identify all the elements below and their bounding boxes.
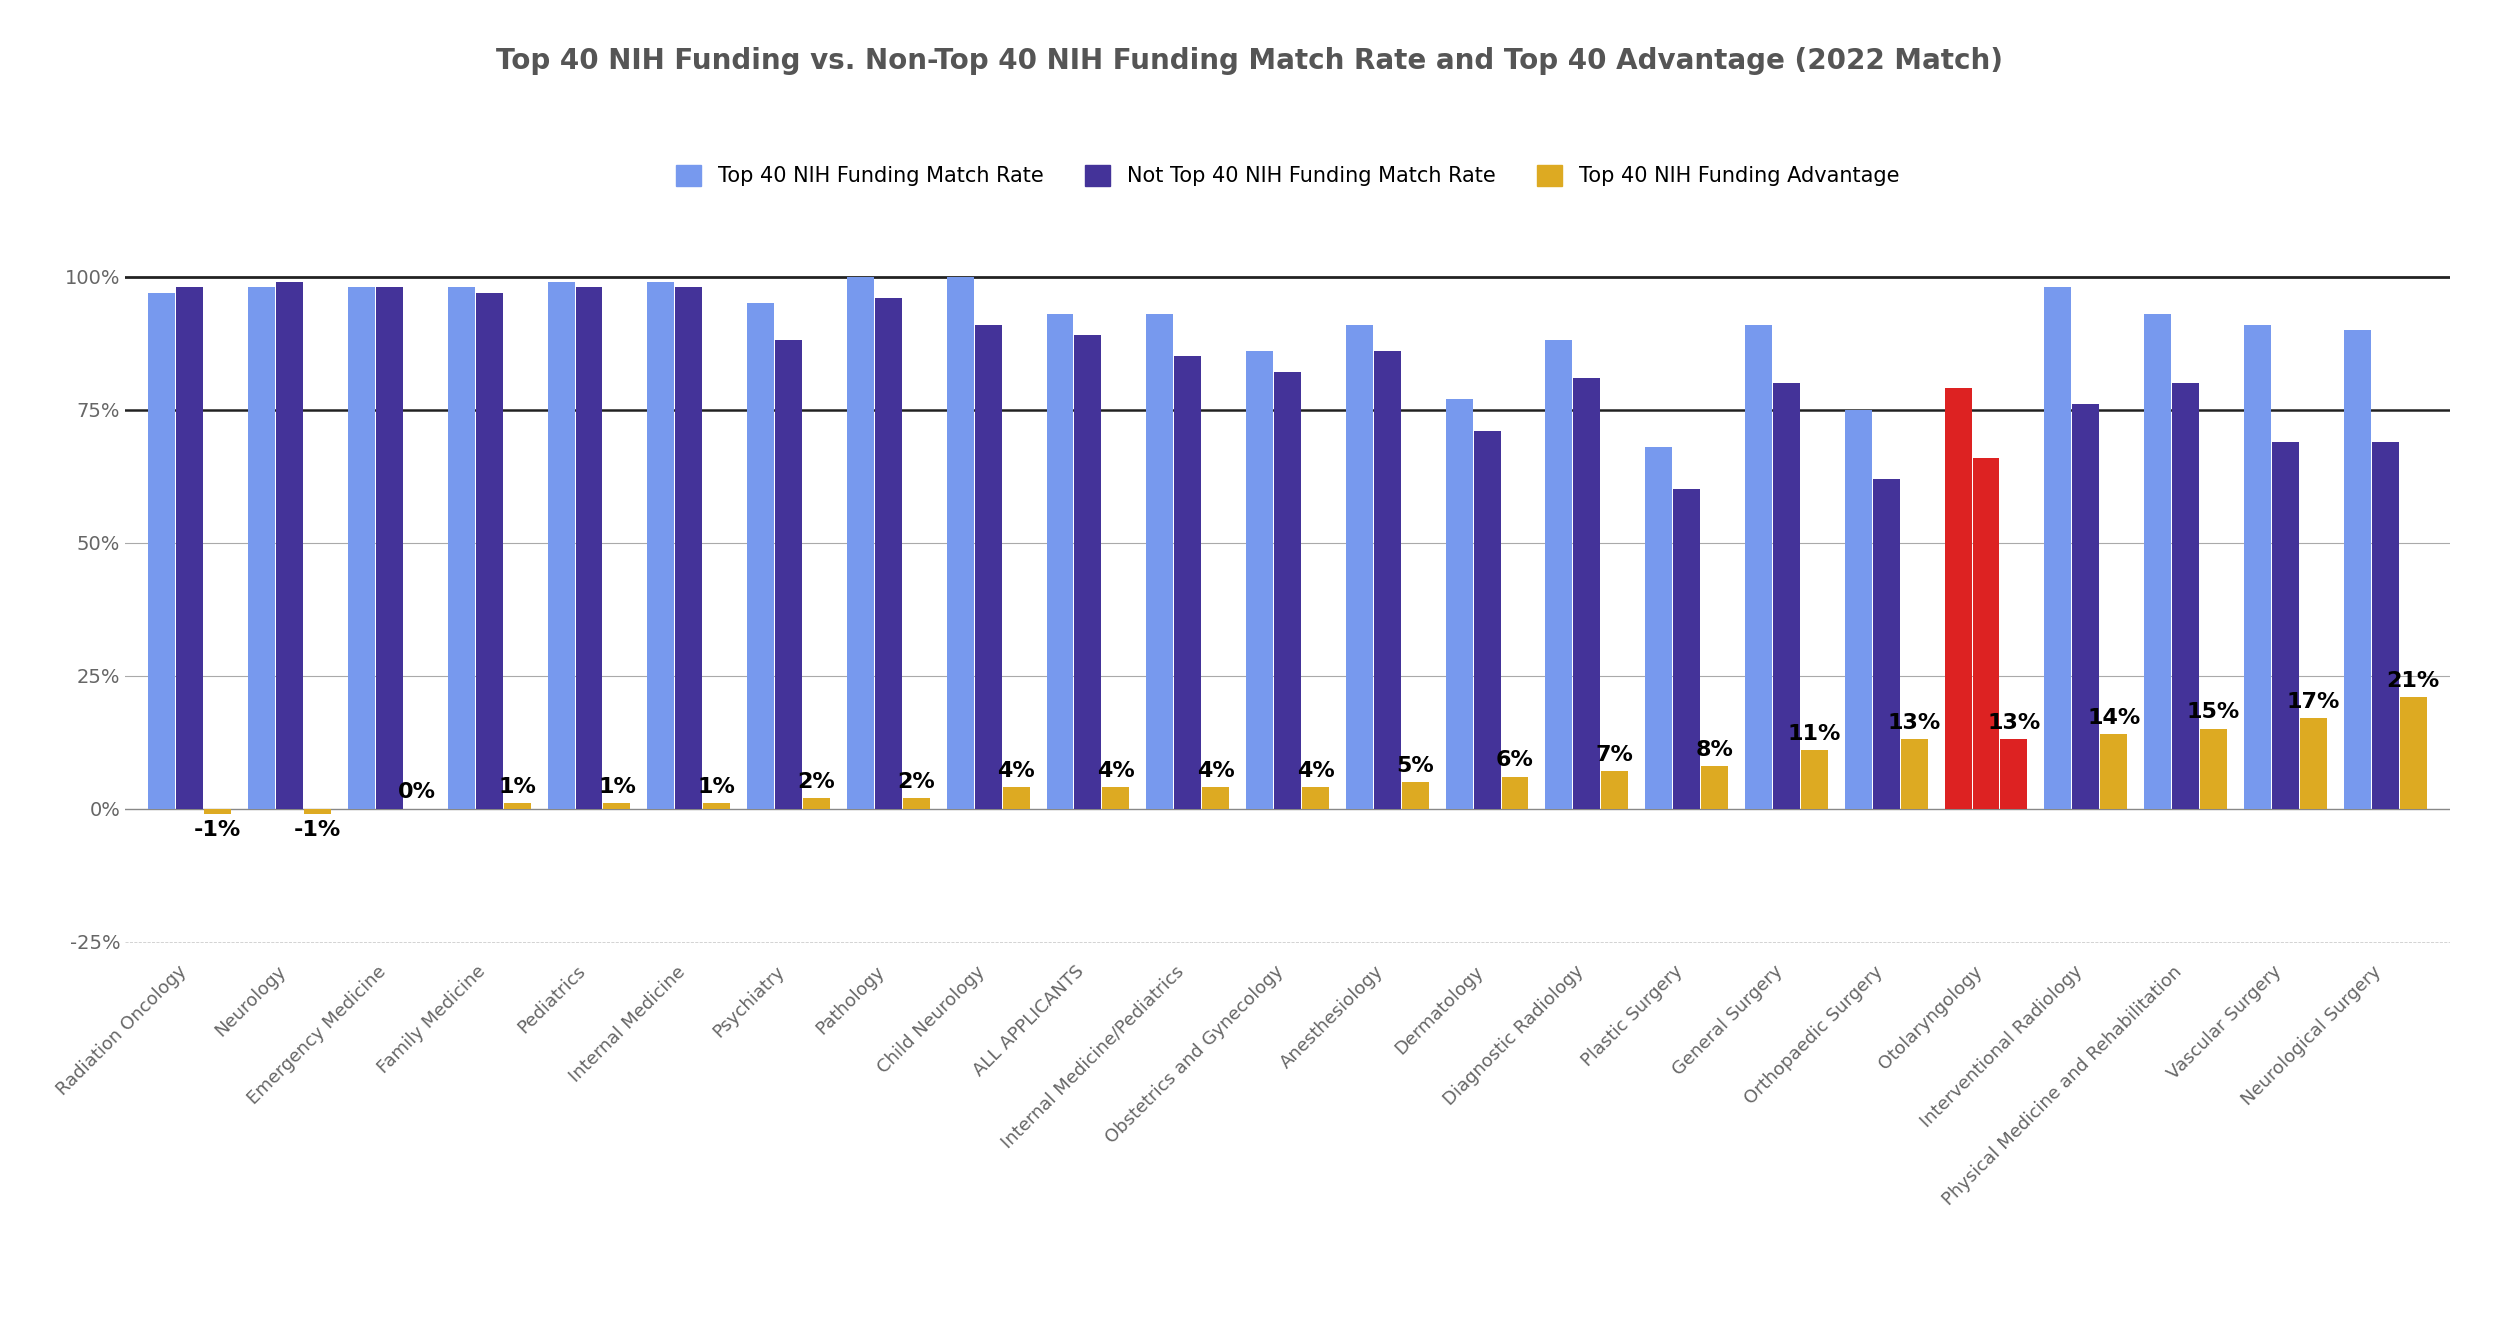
Bar [802, 798, 830, 809]
Bar [1148, 314, 1172, 809]
Bar [2200, 729, 2228, 809]
Text: 17%: 17% [2288, 692, 2340, 712]
Bar [1445, 399, 1472, 809]
Bar [1102, 787, 1130, 809]
Bar [1275, 372, 1300, 809]
Bar [1302, 787, 1330, 809]
Bar [875, 298, 902, 809]
Bar [1900, 739, 1928, 809]
Bar [1700, 766, 1728, 809]
Text: 14%: 14% [2088, 708, 2140, 728]
Bar [1175, 356, 1200, 809]
Bar [1872, 479, 1900, 809]
Text: 4%: 4% [1198, 761, 1235, 781]
Bar [1075, 335, 1102, 809]
Bar [305, 809, 330, 814]
Bar [775, 340, 802, 809]
Bar [1972, 458, 2000, 809]
Bar [1845, 410, 1872, 809]
Bar [2372, 442, 2398, 809]
Text: 15%: 15% [2188, 702, 2240, 722]
Bar [475, 293, 502, 809]
Bar [1048, 314, 1072, 809]
Text: 13%: 13% [1888, 713, 1940, 733]
Bar [1602, 771, 1628, 809]
Text: 2%: 2% [898, 771, 935, 791]
Bar [148, 293, 175, 809]
Bar [2000, 739, 2028, 809]
Text: 1%: 1% [598, 777, 635, 797]
Bar [2272, 442, 2300, 809]
Bar [1345, 325, 1372, 809]
Bar [1003, 787, 1030, 809]
Bar [602, 803, 630, 809]
Bar [2245, 325, 2270, 809]
Bar [1545, 340, 1572, 809]
Bar [848, 277, 875, 809]
Bar [648, 282, 675, 809]
Bar [248, 287, 275, 809]
Bar [2172, 383, 2200, 809]
Bar [375, 287, 402, 809]
Bar [2342, 330, 2370, 809]
Bar [902, 798, 930, 809]
Bar [703, 803, 730, 809]
Bar [1800, 750, 1828, 809]
Legend: Top 40 NIH Funding Match Rate, Not Top 40 NIH Funding Match Rate, Top 40 NIH Fun: Top 40 NIH Funding Match Rate, Not Top 4… [668, 157, 1908, 194]
Bar [2400, 697, 2428, 809]
Bar [2100, 734, 2128, 809]
Bar [748, 303, 775, 809]
Bar [1202, 787, 1230, 809]
Text: 5%: 5% [1398, 755, 1435, 775]
Text: 11%: 11% [1788, 724, 1840, 743]
Bar [1645, 447, 1672, 809]
Bar [275, 282, 302, 809]
Bar [177, 287, 202, 809]
Text: 1%: 1% [498, 777, 535, 797]
Text: 2%: 2% [798, 771, 835, 791]
Bar [2300, 718, 2328, 809]
Bar [2072, 404, 2100, 809]
Bar [1945, 388, 1972, 809]
Text: Top 40 NIH Funding vs. Non-Top 40 NIH Funding Match Rate and Top 40 Advantage (2: Top 40 NIH Funding vs. Non-Top 40 NIH Fu… [498, 47, 2003, 74]
Bar [1572, 378, 1600, 809]
Text: 4%: 4% [1298, 761, 1335, 781]
Text: 7%: 7% [1595, 745, 1632, 765]
Bar [1672, 489, 1700, 809]
Text: 1%: 1% [698, 777, 735, 797]
Bar [975, 325, 1002, 809]
Text: 8%: 8% [1695, 739, 1732, 759]
Bar [1472, 431, 1500, 809]
Text: 6%: 6% [1495, 750, 1535, 770]
Bar [548, 282, 575, 809]
Bar [1375, 351, 1400, 809]
Text: 4%: 4% [1098, 761, 1135, 781]
Text: 21%: 21% [2388, 670, 2440, 690]
Bar [1745, 325, 1772, 809]
Text: 4%: 4% [998, 761, 1035, 781]
Bar [1502, 777, 1528, 809]
Bar [2145, 314, 2170, 809]
Text: -1%: -1% [295, 821, 340, 841]
Bar [1403, 782, 1428, 809]
Bar [2045, 287, 2072, 809]
Bar [575, 287, 602, 809]
Bar [1772, 383, 1800, 809]
Text: -1%: -1% [195, 821, 242, 841]
Bar [205, 809, 232, 814]
Bar [948, 277, 972, 809]
Bar [1245, 351, 1272, 809]
Text: 13%: 13% [1988, 713, 2040, 733]
Text: 0%: 0% [398, 782, 437, 802]
Bar [348, 287, 375, 809]
Bar [503, 803, 530, 809]
Bar [675, 287, 702, 809]
Bar [448, 287, 475, 809]
